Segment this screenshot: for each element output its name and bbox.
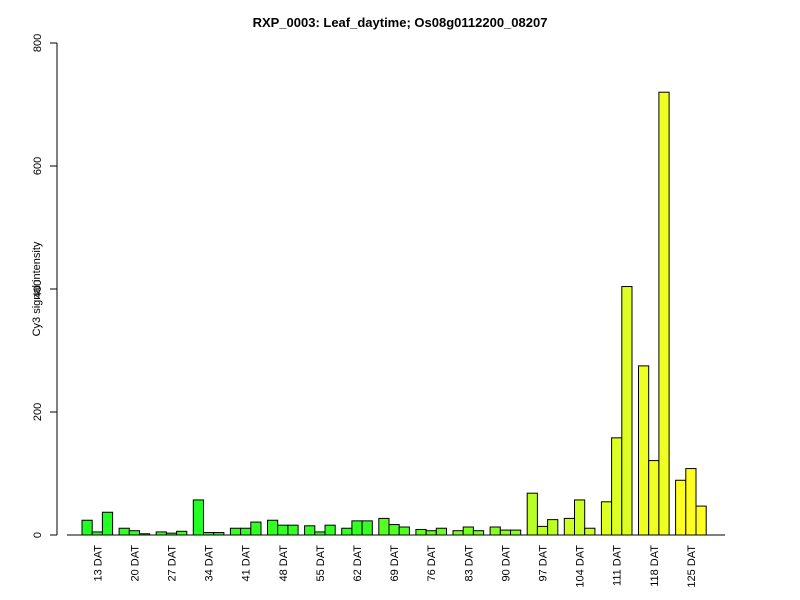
bar: [499, 529, 511, 536]
bar: [155, 531, 167, 536]
bar: [250, 521, 262, 536]
bar: [398, 526, 410, 536]
x-tick-label: 62 DAT: [352, 545, 364, 582]
bar: [351, 520, 363, 536]
bar: [128, 530, 141, 536]
bar: [304, 525, 316, 536]
bar: [240, 527, 252, 536]
bar: [584, 527, 596, 536]
y-tick-label: 800: [32, 34, 44, 52]
bar: [192, 499, 205, 536]
x-tick-label: 55 DAT: [315, 545, 327, 582]
bar: [203, 532, 215, 536]
bar: [435, 527, 447, 536]
x-tick-label: 27 DAT: [167, 545, 179, 582]
bar: [648, 460, 660, 536]
y-axis: 0 200 400 600 800: [32, 34, 58, 538]
bar: [638, 365, 650, 536]
bars: [81, 91, 707, 536]
bar: [101, 511, 114, 536]
bar: [472, 530, 485, 536]
bar: [287, 524, 299, 536]
y-tick-label: 0: [32, 532, 44, 538]
bar: [165, 532, 178, 536]
bar: [213, 532, 225, 536]
bar: [139, 533, 151, 536]
x-tick-label: 104 DAT: [575, 545, 587, 588]
bar: [563, 517, 575, 536]
x-tick-label: 97 DAT: [538, 545, 550, 582]
bar: [361, 520, 373, 536]
bar: [176, 530, 188, 536]
x-tick-label: 111 DAT: [612, 545, 624, 586]
x-tick-label: 90 DAT: [500, 545, 512, 582]
bar: [489, 526, 501, 536]
x-tick-label: 118 DAT: [649, 545, 661, 587]
bar: [621, 286, 633, 536]
x-tick-label: 41 DAT: [241, 545, 253, 582]
y-tick-label: 400: [32, 280, 44, 298]
x-tick-label: 83 DAT: [463, 545, 475, 582]
bar: [695, 505, 707, 536]
bar: [314, 531, 326, 536]
x-tick-label: 69 DAT: [389, 545, 401, 582]
bar: [229, 527, 242, 536]
bar: [81, 519, 93, 536]
bar: [452, 530, 464, 536]
bar: [277, 524, 289, 536]
bar: [658, 91, 670, 536]
bar: [91, 531, 103, 536]
bar: [462, 526, 474, 536]
y-tick-label: 200: [32, 403, 44, 421]
chart-title: RXP_0003: Leaf_daytime; Os08g0112200_082…: [253, 15, 548, 30]
bar: [267, 519, 279, 536]
x-tick-label: 34 DAT: [204, 545, 216, 582]
bar: [675, 479, 687, 536]
bar: [425, 530, 437, 536]
bar: [341, 527, 353, 536]
y-tick-label: 600: [32, 157, 44, 175]
x-axis: 13 DAT 20 DAT 27 DAT 34 DAT 41 DAT 48 DAT 55 D…: [67, 534, 725, 588]
bar: [388, 524, 400, 536]
bar: [574, 499, 586, 536]
x-tick-label: 125 DAT: [686, 545, 698, 588]
bar: [547, 519, 559, 536]
y-axis-label: Cy3 signal intensity: [31, 241, 43, 336]
x-tick-label: 76 DAT: [426, 545, 438, 582]
bar: [324, 524, 336, 536]
bar: [118, 527, 130, 536]
bar: [526, 492, 538, 536]
bar: [685, 468, 697, 536]
x-tick-label: 13 DAT: [92, 545, 104, 582]
bar: [415, 528, 427, 536]
bar: [510, 529, 522, 536]
bar: [378, 517, 390, 536]
x-tick-label: 48 DAT: [278, 545, 290, 582]
x-tick-label: 20 DAT: [129, 545, 141, 582]
bar: [611, 437, 623, 536]
bar: [536, 525, 549, 536]
bar: [600, 501, 613, 536]
